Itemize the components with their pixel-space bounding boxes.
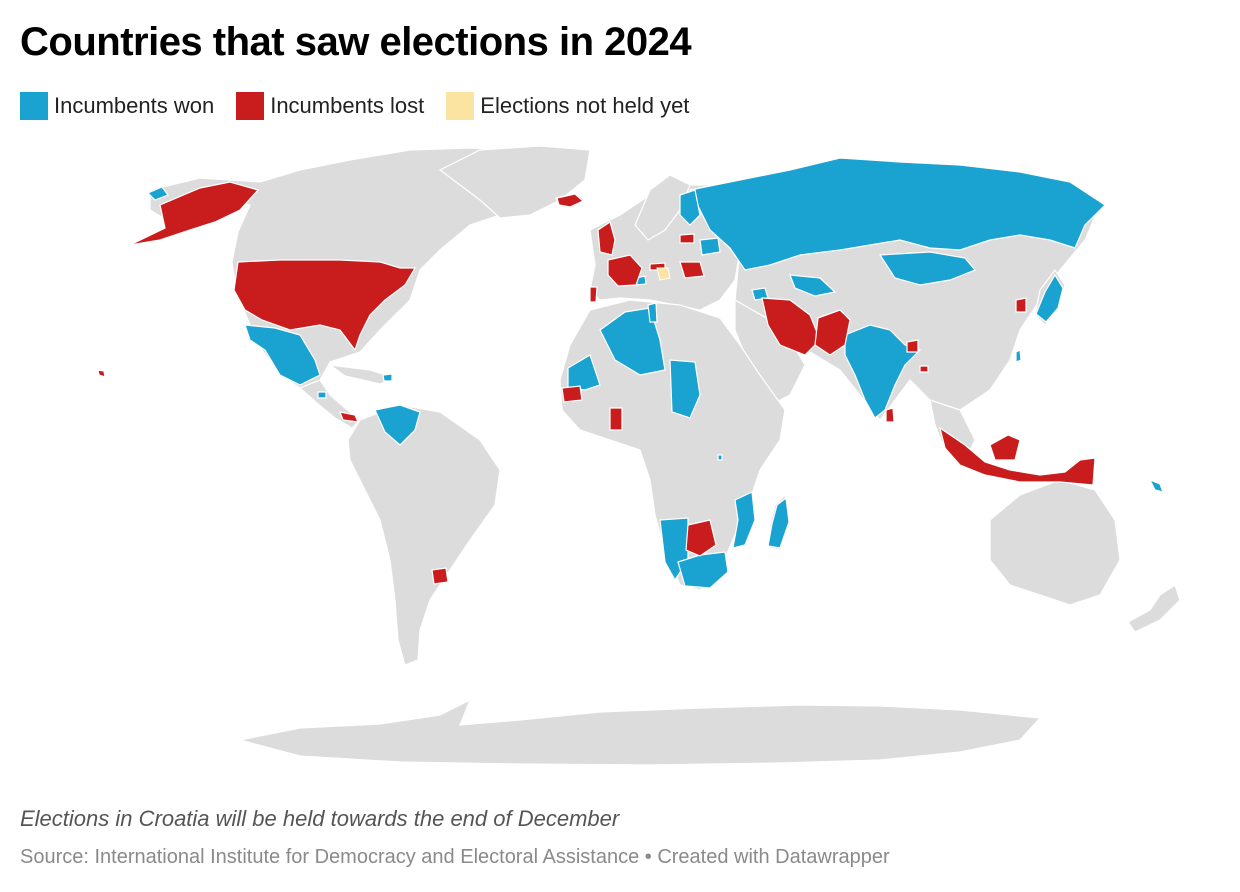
legend-label-pending: Elections not held yet [480, 93, 690, 118]
country-india[interactable] [844, 324, 922, 419]
country-south-korea[interactable] [1015, 297, 1027, 313]
country-greenland-alaska-island[interactable] [146, 186, 169, 201]
land-greenland [438, 145, 591, 219]
legend-swatch-pending [446, 92, 475, 120]
country-ghana[interactable] [609, 407, 623, 431]
country-rwanda[interactable] [717, 454, 723, 461]
country-usa[interactable] [233, 259, 417, 352]
country-portugal[interactable] [589, 286, 598, 303]
country-mongolia-lost-area[interactable] [919, 365, 929, 373]
world-map [0, 130, 1240, 780]
country-el-salvador[interactable] [317, 391, 327, 399]
country-senegal[interactable] [561, 385, 583, 403]
country-pakistan[interactable] [814, 309, 851, 356]
country-romania[interactable] [679, 261, 705, 279]
country-algeria[interactable] [599, 307, 666, 376]
country-mauritania[interactable] [567, 354, 601, 391]
legend-swatch-lost [236, 92, 265, 120]
legend-item-incumbents-lost[interactable]: Incumbents lost [236, 92, 424, 120]
country-sri-lanka[interactable] [885, 407, 895, 423]
country-poland-area[interactable] [679, 233, 695, 244]
layer-incumbents-won [146, 157, 1164, 589]
country-france[interactable] [607, 254, 643, 287]
land-south-america [347, 404, 501, 666]
country-taiwan[interactable] [1015, 349, 1022, 363]
map-note: Elections in Croatia will be held toward… [20, 806, 620, 831]
country-finland[interactable] [679, 189, 701, 226]
country-tuvalu-pacific[interactable] [1148, 478, 1164, 493]
legend-item-incumbents-won[interactable]: Incumbents won [20, 92, 214, 120]
layer-incumbents-lost [97, 181, 1096, 585]
legend-item-not-held-yet[interactable]: Elections not held yet [446, 92, 689, 120]
country-panama[interactable] [339, 411, 359, 423]
legend-label-lost: Incumbents lost [270, 93, 425, 118]
base-land [149, 145, 1181, 766]
country-indonesia-borneo[interactable] [989, 434, 1021, 461]
country-botswana[interactable] [685, 519, 717, 557]
land-new-zealand [1127, 584, 1181, 633]
country-croatia[interactable] [656, 267, 671, 281]
country-japan[interactable] [1035, 273, 1064, 323]
land-antarctica [239, 698, 1042, 766]
world-map-svg [97, 145, 1181, 766]
source-credit: Source: International Institute for Demo… [20, 846, 890, 868]
country-iceland[interactable] [556, 193, 585, 208]
page-title: Countries that saw elections in 2024 [20, 20, 692, 64]
layer-not-held-yet [656, 267, 671, 281]
country-mexico[interactable] [244, 324, 321, 386]
legend-label-won: Incumbents won [54, 93, 215, 118]
country-mozambique[interactable] [732, 491, 756, 549]
country-uzbekistan[interactable] [789, 274, 837, 297]
country-venezuela[interactable] [374, 404, 421, 446]
country-usa-hawaii[interactable] [97, 369, 106, 378]
legend: Incumbents won Incumbents lost Elections… [20, 92, 711, 120]
country-iran[interactable] [761, 297, 821, 356]
country-belarus[interactable] [699, 237, 721, 256]
country-usa-alaska[interactable] [129, 181, 260, 246]
country-indonesia[interactable] [939, 426, 1096, 486]
country-mongolia[interactable] [878, 251, 976, 286]
country-bangladesh[interactable] [906, 339, 919, 353]
country-uk[interactable] [597, 221, 616, 256]
legend-swatch-won [20, 92, 48, 120]
country-madagascar[interactable] [767, 496, 790, 549]
country-uruguay[interactable] [431, 567, 449, 585]
country-tunisia[interactable] [647, 302, 658, 323]
land-australia [989, 479, 1121, 606]
country-dominican-republic[interactable] [382, 373, 393, 382]
country-chad[interactable] [669, 359, 701, 419]
country-russia[interactable] [689, 157, 1106, 271]
